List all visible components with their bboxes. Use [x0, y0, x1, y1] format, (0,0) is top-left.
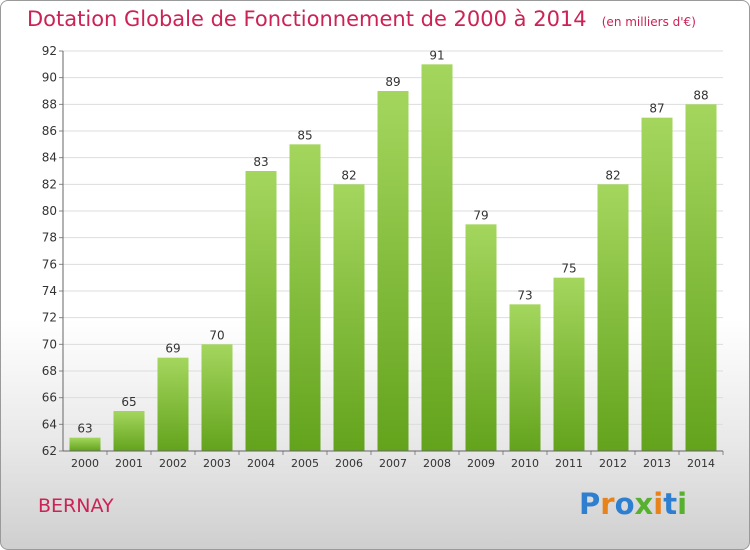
y-tick-label: 70 — [42, 337, 57, 351]
y-axis-ticks: 62 64 66 68 70 72 74 76 78 80 82 84 86 88 90 92 — [42, 44, 63, 458]
x-tick-label: 2013 — [643, 457, 671, 470]
bar-2000 — [69, 437, 101, 451]
x-tick-label: 2010 — [511, 457, 539, 470]
bar-2010 — [509, 304, 541, 451]
y-tick-label: 64 — [42, 417, 57, 431]
bar-2007 — [377, 91, 409, 451]
y-tick-label: 90 — [42, 71, 57, 85]
chart-title: Dotation Globale de Fonctionnement de 20… — [27, 7, 696, 31]
bar-2002 — [157, 357, 189, 451]
bar-2014 — [685, 104, 717, 451]
proxiti-logo: Proxiti — [579, 487, 688, 521]
data-label-2000: 63 — [77, 422, 92, 436]
y-tick-label: 88 — [42, 97, 57, 111]
y-tick-label: 74 — [42, 284, 57, 298]
x-tick-label: 2006 — [335, 457, 363, 470]
title-text: Dotation Globale de Fonctionnement de 20… — [27, 7, 587, 31]
x-axis-ticks: 2000 2001 2002 2003 2004 2005 2006 2007 2008 2009… — [71, 451, 724, 470]
y-tick-label: 84 — [42, 151, 57, 165]
x-tick-label: 2014 — [687, 457, 715, 470]
data-label-2013: 87 — [649, 102, 664, 116]
data-label-2005: 85 — [297, 128, 312, 142]
bar-2009 — [465, 224, 497, 451]
x-tick-label: 2009 — [467, 457, 495, 470]
data-label-2008: 91 — [429, 48, 444, 62]
y-tick-label: 78 — [42, 231, 57, 245]
y-tick-label: 62 — [42, 444, 57, 458]
bar-2006 — [333, 184, 365, 452]
bar-2004 — [245, 171, 277, 451]
x-tick-label: 2008 — [423, 457, 451, 470]
x-tick-label: 2000 — [71, 457, 99, 470]
location-label: BERNAY — [38, 495, 114, 517]
data-labels: 63 65 69 70 83 85 82 89 91 79 73 75 82 87 88 — [77, 48, 708, 435]
x-tick-label: 2011 — [555, 457, 583, 470]
data-label-2002: 69 — [165, 342, 180, 356]
x-tick-label: 2004 — [247, 457, 275, 470]
x-tick-label: 2002 — [159, 457, 187, 470]
bar-2001 — [113, 411, 145, 451]
data-label-2003: 70 — [209, 328, 224, 342]
x-tick-label: 2001 — [115, 457, 143, 470]
data-label-2012: 82 — [605, 168, 620, 182]
y-tick-label: 76 — [42, 257, 57, 271]
data-label-2007: 89 — [385, 75, 400, 89]
data-label-2014: 88 — [693, 88, 708, 102]
y-tick-label: 82 — [42, 177, 57, 191]
bars — [69, 64, 717, 452]
data-label-2004: 83 — [253, 155, 268, 169]
x-tick-label: 2007 — [379, 457, 407, 470]
axes — [62, 51, 723, 452]
data-label-2009: 79 — [473, 208, 488, 222]
bar-2008 — [421, 64, 453, 452]
x-tick-label: 2003 — [203, 457, 231, 470]
data-label-2006: 82 — [341, 168, 356, 182]
bar-2012 — [597, 184, 629, 452]
y-tick-label: 80 — [42, 204, 57, 218]
y-tick-label: 68 — [42, 364, 57, 378]
bar-2013 — [641, 117, 673, 452]
y-tick-label: 66 — [42, 391, 57, 405]
y-tick-label: 92 — [42, 44, 57, 58]
bar-2011 — [553, 277, 585, 451]
y-tick-label: 86 — [42, 124, 57, 138]
x-tick-label: 2012 — [599, 457, 627, 470]
x-tick-label: 2005 — [291, 457, 319, 470]
bar-2003 — [201, 344, 233, 451]
bar-2005 — [289, 144, 321, 452]
subtitle-text: (en milliers d'€) — [601, 15, 696, 29]
data-label-2001: 65 — [121, 395, 136, 409]
data-label-2010: 73 — [517, 288, 532, 302]
data-label-2011: 75 — [561, 262, 576, 276]
y-tick-label: 72 — [42, 311, 57, 325]
